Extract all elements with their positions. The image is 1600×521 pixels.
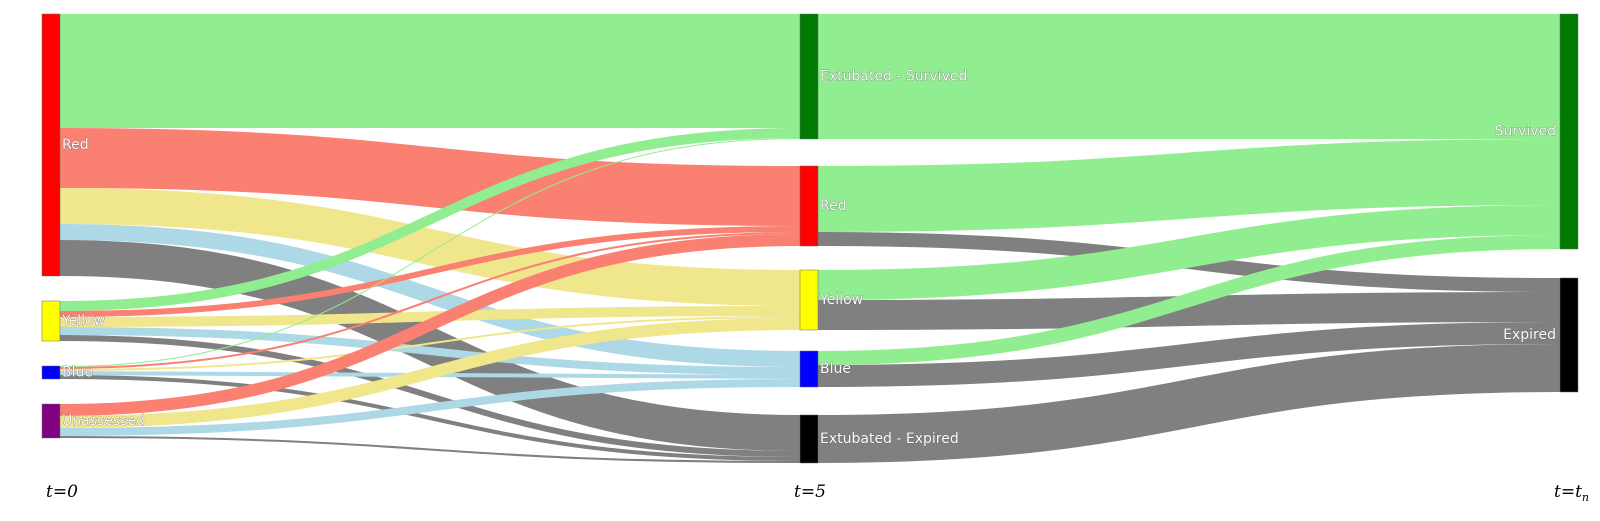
node-r0[interactable]	[41, 13, 61, 277]
node-b5[interactable]	[799, 350, 819, 388]
link-layer	[59, 13, 1561, 463]
stage-label-tn: t=tn	[1554, 482, 1589, 504]
stage-label-tn-sub: n	[1582, 491, 1589, 504]
node-label-es5: Extubated - Survived	[820, 69, 967, 85]
node-label-b5: Blue	[820, 361, 851, 377]
link-r0-to-ee5	[59, 240, 801, 451]
node-label-u0: Unassessed	[62, 413, 145, 429]
link-y0-to-ee5	[59, 335, 801, 457]
node-label-ee5: Extubated - Expired	[820, 431, 959, 447]
node-label-y5: Yellow	[819, 292, 863, 308]
link-u0-to-y5	[59, 318, 801, 428]
node-label-y0: Yellow	[61, 313, 105, 329]
stage-label-layer: t=0 t=5 t=tn	[46, 482, 1589, 504]
link-y0-to-es5	[59, 128, 801, 311]
link-r5-to-sv	[817, 139, 1561, 232]
node-label-b0: Blue	[62, 365, 93, 381]
node-b0[interactable]	[41, 365, 61, 380]
node-layer	[41, 13, 1579, 464]
stage-label-tn-main: t=t	[1554, 482, 1582, 502]
link-u0-to-b5	[59, 379, 801, 436]
link-b0-to-es5	[59, 138, 801, 367]
node-label-r0: Red	[62, 137, 89, 153]
link-b0-to-r5	[59, 232, 801, 369]
link-y0-to-y5	[59, 306, 801, 327]
link-u0-to-r5	[59, 234, 801, 416]
node-label-ex: Expired	[1503, 327, 1556, 343]
link-b0-to-y5	[59, 316, 801, 371]
node-sv[interactable]	[1559, 13, 1579, 250]
link-u0-to-ee5	[59, 436, 801, 463]
node-ee5[interactable]	[799, 414, 819, 464]
link-y5-to-sv	[817, 205, 1561, 300]
node-ex[interactable]	[1559, 277, 1579, 393]
link-r0-to-b5	[59, 224, 801, 367]
node-y5[interactable]	[799, 269, 819, 331]
node-es5[interactable]	[799, 13, 819, 140]
link-y0-to-r5	[59, 226, 801, 317]
link-b5-to-sv	[817, 235, 1561, 365]
link-ee5-to-ex	[817, 344, 1561, 463]
stage-label-t5: t=5	[794, 482, 826, 502]
link-b0-to-ee5	[59, 375, 801, 461]
node-label-r5: Red	[820, 198, 847, 214]
node-r5[interactable]	[799, 165, 819, 247]
link-r0-to-y5	[59, 188, 801, 306]
link-y0-to-b5	[59, 327, 801, 375]
node-u0[interactable]	[41, 403, 61, 439]
stage-label-t0: t=0	[46, 482, 78, 502]
link-b5-to-ex	[817, 322, 1561, 387]
node-y0[interactable]	[41, 300, 61, 342]
node-label-layer: Red Yellow Blue Unassessed Extubated - Survi…	[61, 68, 1557, 447]
link-r0-to-r5	[59, 128, 801, 226]
link-y5-to-ex	[817, 292, 1561, 330]
node-label-sv: Survived	[1495, 124, 1556, 140]
